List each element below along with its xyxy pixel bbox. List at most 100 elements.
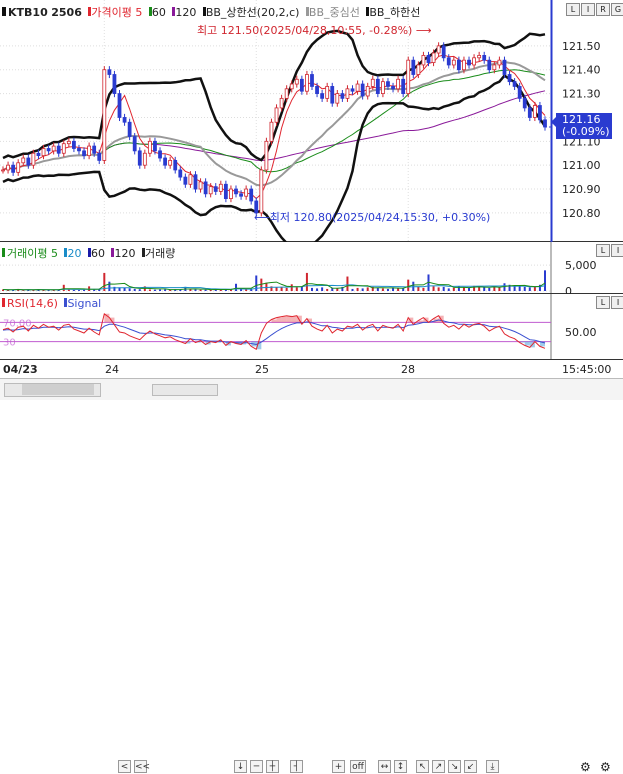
candle-body: [456, 59, 461, 71]
download-button[interactable]: ↓: [234, 760, 247, 773]
price-panel: 121.50121.40121.30121.20121.10121.00120.…: [0, 0, 623, 242]
corner-button-i[interactable]: I: [581, 3, 595, 16]
candle-body: [492, 64, 497, 71]
candle-body: [137, 150, 142, 166]
rsi-legend-signal-swatch: [64, 298, 68, 307]
off-toggle-button[interactable]: off: [350, 760, 366, 773]
volume-bar: [22, 290, 25, 291]
bb-lower-line: [2, 73, 547, 242]
volume-bar: [386, 288, 389, 291]
vol-legend-swatch-ma5: [2, 248, 5, 257]
legend-ma5: 가격이평 5: [91, 6, 143, 19]
rsi-chart[interactable]: 70.00 30 50.00: [0, 294, 623, 360]
rsi-corner-button-l[interactable]: L: [596, 296, 610, 309]
volume-bar: [326, 288, 329, 291]
volume-bar: [275, 287, 278, 291]
candle-body: [416, 64, 421, 75]
candle-body: [462, 59, 466, 71]
crosshair-button[interactable]: ┼: [266, 760, 279, 773]
save-image-button[interactable]: ⤓: [486, 760, 499, 773]
candle-body: [259, 169, 264, 214]
h-stretch-button[interactable]: ↔: [378, 760, 391, 773]
legend-swatch-bb-lower: [366, 7, 370, 16]
candle-body: [299, 78, 304, 92]
candle-body: [320, 93, 325, 99]
rsi-legend-swatch: [2, 298, 5, 307]
price-tick-label: 121.00: [562, 159, 601, 172]
volume-bar: [83, 289, 86, 291]
volume-bar: [72, 289, 75, 291]
volume-bar: [214, 289, 217, 291]
candle-body: [279, 97, 284, 109]
volume-bar: [351, 288, 354, 291]
high-arrow-icon: ⟶: [412, 24, 432, 37]
zoom-track[interactable]: [152, 384, 218, 396]
rsi-corner-button-i[interactable]: I: [611, 296, 623, 309]
candle-body: [426, 55, 431, 63]
candle-body: [522, 97, 527, 109]
price-tick-label: 121.30: [562, 88, 601, 101]
rsi-overbought-fill: [418, 320, 424, 323]
rsi-overbought-fill: [271, 319, 277, 323]
candle-body: [411, 59, 416, 75]
legend-bb-upper: BB_상한선(20,2,c): [205, 6, 300, 19]
volume-bar: [240, 288, 243, 291]
add-indicator-button[interactable]: +: [332, 760, 345, 773]
candle-body: [77, 148, 81, 152]
candle-body: [66, 140, 71, 145]
arrow-ne-button[interactable]: ↗: [432, 760, 445, 773]
candle-body: [92, 145, 97, 154]
volume-bar: [189, 289, 192, 291]
candle-body: [497, 59, 502, 66]
corner-button-r[interactable]: R: [596, 3, 610, 16]
vol-corner-button-l[interactable]: L: [596, 244, 610, 257]
corner-button-g[interactable]: G: [611, 3, 623, 16]
settings-gear-icon[interactable]: ⚙: [580, 760, 591, 774]
scroll-prev-button[interactable]: <: [118, 760, 131, 773]
candle-body: [56, 145, 61, 154]
rsi-corner-buttons: L I: [596, 296, 623, 309]
volume-legend: 거래이평 5 20 60 120 거래량: [2, 245, 175, 261]
volume-bar: [457, 286, 460, 291]
volume-bar: [402, 288, 405, 291]
current-change: (-0.09%): [562, 125, 610, 138]
panel-button[interactable]: ┤: [290, 760, 303, 773]
vol-legend-volume: 거래량: [144, 247, 176, 260]
arrow-se-button[interactable]: ↘: [448, 760, 461, 773]
candle-body: [1, 169, 5, 172]
price-chart[interactable]: 121.50121.40121.30121.20121.10121.00120.…: [0, 0, 623, 242]
scroll-start-button[interactable]: <<: [134, 760, 151, 773]
volume-bar: [77, 290, 80, 291]
candle-body: [203, 181, 208, 195]
settings-gear-icon-2[interactable]: ⚙: [600, 760, 611, 774]
v-stretch-button[interactable]: ↕: [394, 760, 407, 773]
arrow-sw-button[interactable]: ↙: [464, 760, 477, 773]
line-tool-button[interactable]: ─: [250, 760, 263, 773]
volume-bar: [194, 289, 197, 291]
vol-corner-button-i[interactable]: I: [611, 244, 623, 257]
volume-bar: [57, 289, 60, 291]
arrow-nw-button[interactable]: ↖: [416, 760, 429, 773]
volume-chart[interactable]: 5,000 0: [0, 242, 623, 294]
rsi-overbought-fill: [291, 316, 297, 323]
volume-bar: [305, 272, 308, 291]
vol-legend-ma60: 60: [90, 247, 105, 260]
candle-body: [431, 52, 436, 63]
volume-bar: [346, 276, 349, 291]
candle-body: [158, 150, 162, 159]
contract-label: 2506: [51, 6, 82, 19]
candle-body: [102, 69, 107, 161]
scrollbar-thumb[interactable]: [22, 384, 94, 395]
corner-button-l[interactable]: L: [566, 3, 580, 16]
rsi-overbought-fill: [306, 318, 312, 323]
volume-bar: [366, 287, 369, 291]
volume-bar: [113, 286, 116, 291]
volume-bar: [118, 287, 121, 291]
legend-ma120: 120: [175, 6, 197, 19]
high-annotation-text: 최고 121.50(2025/04/28,10:55, -0.28%): [197, 24, 413, 37]
rsi-line: [2, 312, 546, 351]
candle-body: [213, 186, 218, 192]
rsi-tick-label: 50.00: [565, 326, 597, 339]
symbol-label: KTB10: [8, 6, 48, 19]
volume-bar: [331, 287, 334, 291]
